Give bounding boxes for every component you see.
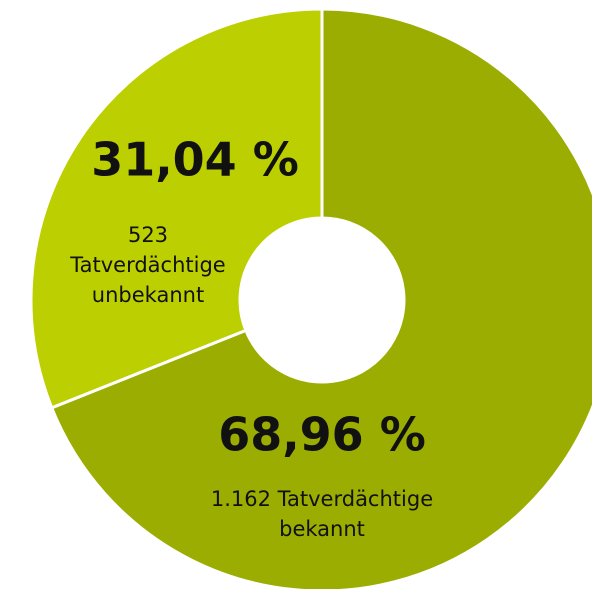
category-label: Tatverdächtige [69,253,225,277]
category-label: unbekannt [92,283,204,307]
donut-slice [29,7,324,410]
value-label: 68,96 % [218,408,426,462]
donut-slice [49,7,592,589]
value-label: 31,04 % [91,133,299,187]
category-label: 1.162 Tatverdächtige [211,487,433,511]
category-label: 523 [128,223,168,247]
category-label: bekannt [279,517,365,541]
